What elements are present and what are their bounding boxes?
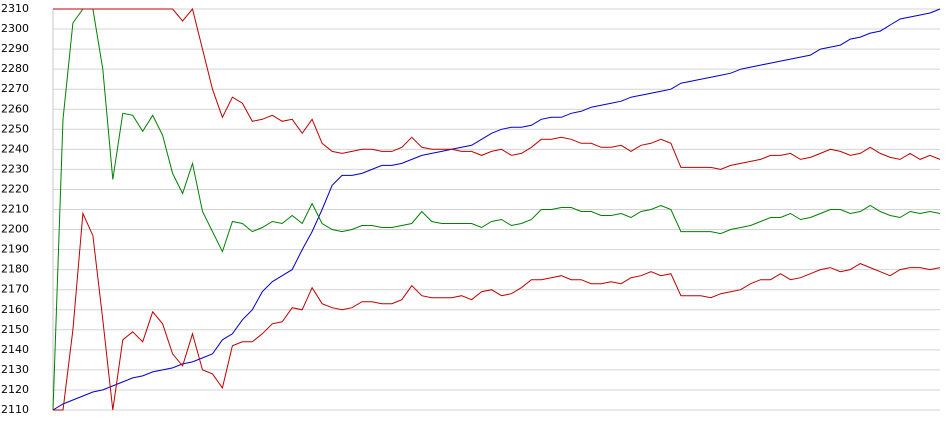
y-tick-label: 2160 bbox=[1, 303, 29, 316]
y-tick-label: 2230 bbox=[1, 162, 29, 175]
y-tick-label: 2180 bbox=[1, 263, 29, 276]
y-tick-label: 2150 bbox=[1, 323, 29, 336]
y-tick-label: 2240 bbox=[1, 142, 29, 155]
y-tick-label: 2170 bbox=[1, 283, 29, 296]
y-tick-label: 2130 bbox=[1, 363, 29, 376]
y-tick-label: 2120 bbox=[1, 383, 29, 396]
series-line bbox=[52, 8, 941, 411]
y-tick-label: 2210 bbox=[1, 203, 29, 216]
series-line bbox=[53, 7, 941, 170]
y-tick-label: 2300 bbox=[1, 22, 29, 35]
y-tick-label: 2190 bbox=[1, 243, 29, 256]
y-tick-label: 2310 bbox=[1, 2, 29, 15]
y-tick-label: 2250 bbox=[1, 122, 29, 135]
y-tick-label: 2220 bbox=[1, 182, 29, 195]
y-tick-label: 2110 bbox=[1, 403, 29, 416]
series-line bbox=[52, 8, 941, 411]
y-tick-label: 2280 bbox=[1, 62, 29, 75]
y-tick-label: 2260 bbox=[1, 102, 29, 115]
y-tick-label: 2290 bbox=[1, 42, 29, 55]
y-tick-label: 2200 bbox=[1, 223, 29, 236]
y-tick-label: 2270 bbox=[1, 82, 29, 95]
y-tick-label: 2140 bbox=[1, 343, 29, 356]
series-line bbox=[53, 211, 941, 411]
